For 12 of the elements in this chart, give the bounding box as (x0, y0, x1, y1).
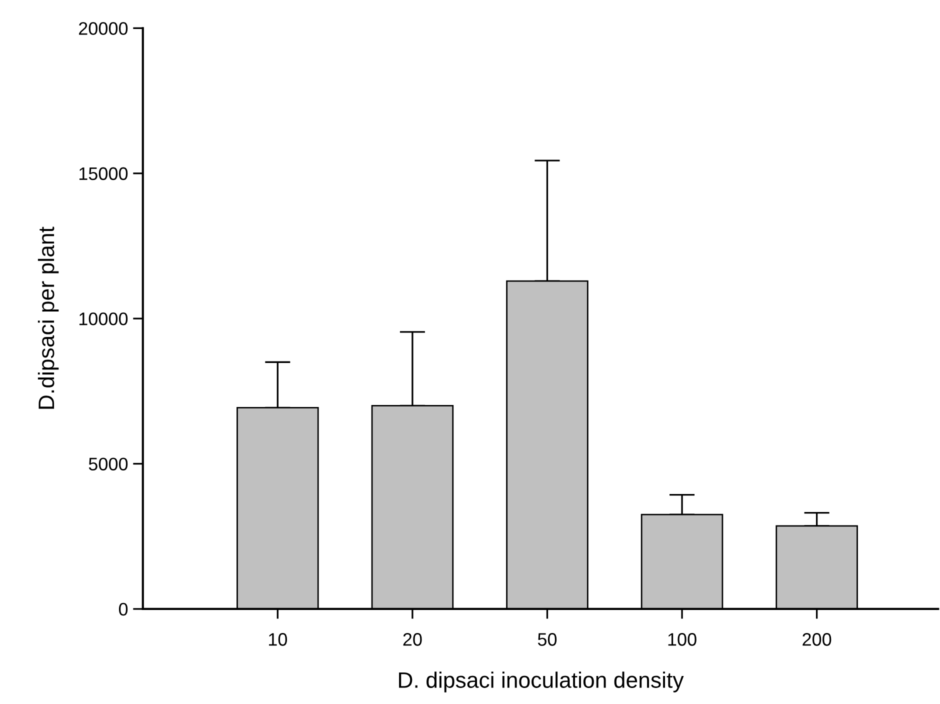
x-tick-label: 100 (668, 633, 696, 646)
y-axis-title: D.dipsaci per plant (38, 226, 59, 409)
y-tick-label: 10000 (79, 312, 128, 326)
y-tick-label: 15000 (79, 167, 128, 180)
y-tick-label: 5000 (88, 458, 128, 470)
y-tick-label: 0 (118, 602, 128, 616)
x-tick-label: 50 (538, 633, 557, 646)
x-tick-label: 10 (269, 633, 288, 646)
y-tick-label: 20000 (79, 22, 128, 35)
x-tick-label: 200 (802, 633, 832, 646)
x-axis-title: D. dipsaci inoculation density (399, 672, 684, 692)
x-tick-label: 20 (403, 633, 422, 646)
